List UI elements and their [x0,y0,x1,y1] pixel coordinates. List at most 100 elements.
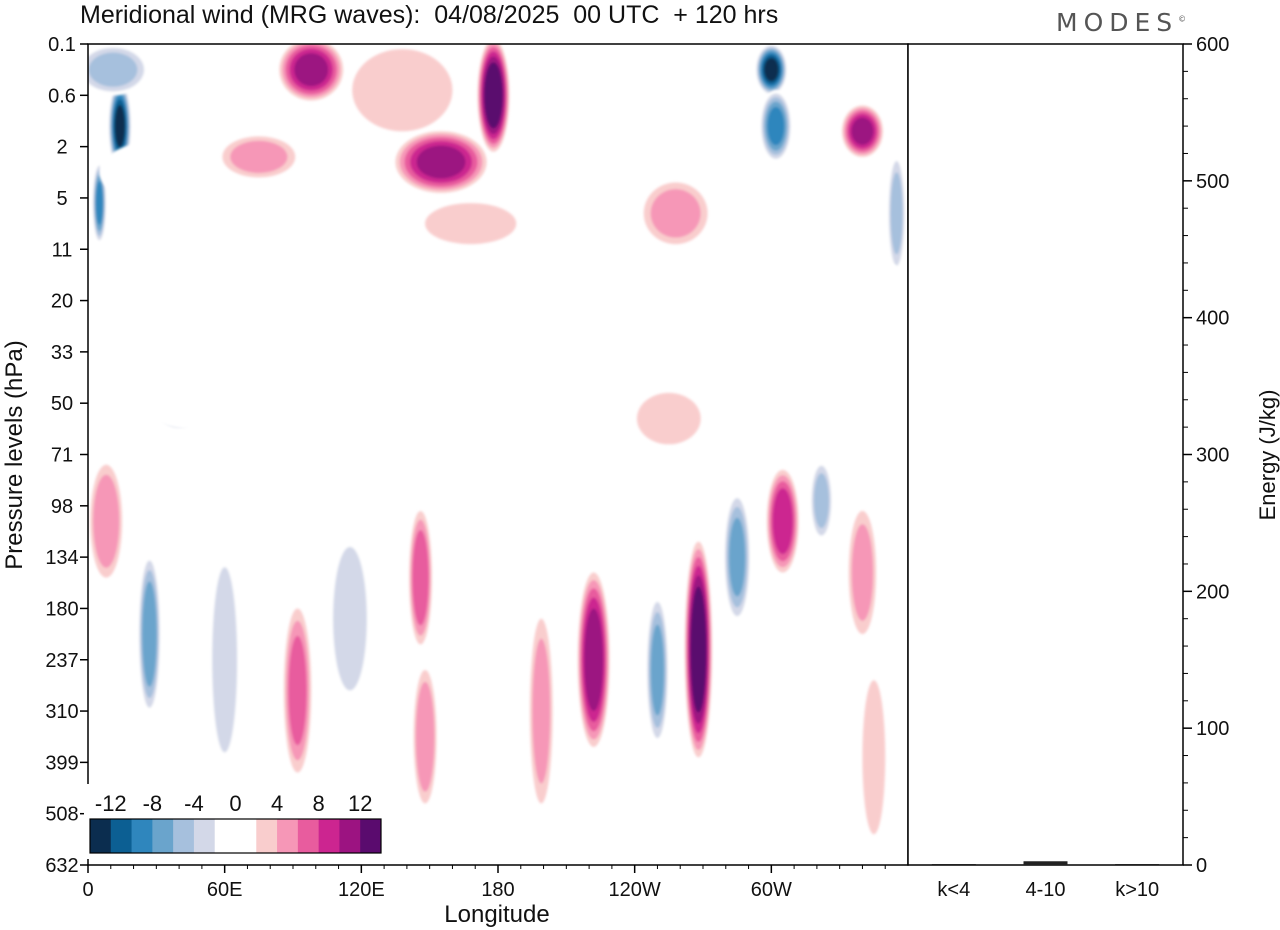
colorbar-cell-13 [360,819,382,853]
wind-feature-28 [413,670,437,804]
wind-feature-25 [283,608,312,773]
contour-neg-2 [607,741,626,865]
x-tick-label: 60E [207,879,243,901]
colorbar-cell-11 [318,819,340,853]
colorbar-label: 8 [313,791,325,816]
y-tick-label: 310 [45,701,78,723]
energy-bar-1 [1023,861,1068,865]
wind-feature-7 [222,136,296,178]
energy-bar-0 [931,864,976,865]
wind-feature-12 [493,264,558,296]
wind-feature-35 [766,469,799,573]
contour-pos-10 [416,145,466,179]
contour-pos-14 [486,69,501,122]
contour-neg-2 [543,74,580,178]
wind-feature-16 [759,90,792,162]
x-tick-label: 0 [82,879,93,901]
contour-neg-4 [212,567,238,753]
y-tick-label: 632 [45,855,78,877]
y-axis-label: Pressure levels (hPa) [1,340,28,569]
colorbar-label: -4 [184,791,204,816]
contour-neg-6 [88,52,138,87]
wind-feature-17 [841,105,883,157]
contour-neg-4 [333,546,367,691]
contour-pos-2 [425,203,517,245]
contour-neg-2 [131,346,250,429]
energy-tick-label: 300 [1196,445,1229,467]
contour-neg-6 [813,473,830,529]
wind-feature-40 [862,680,886,835]
contour-pos-10 [851,117,874,145]
energy-panel: 0 100 200 300 400 500 600 k<4 4-10 k>10 Energy (… [907,34,1280,901]
energy-tick-label: 200 [1196,581,1229,603]
modes-logo: MODES© [1056,8,1187,37]
contour-pos-4 [650,189,701,238]
wind-feature-19 [841,259,906,311]
colorbar-label: -12 [95,791,127,816]
colorbar-cell-2 [131,819,153,853]
y-tick-label: 134 [45,547,78,569]
contour-neg-8 [650,624,665,716]
colorbar-cell-3 [152,819,174,853]
contour-neg-10 [767,106,785,146]
contour-neg-14 [114,104,126,148]
wind-feature-21 [636,392,701,445]
colorbar-frame [89,818,382,854]
energy-tick-label: 500 [1196,171,1229,193]
contour-neg-2 [144,177,305,219]
contour-pos-2 [352,49,453,132]
contour-pos-4 [230,140,288,173]
wind-feature-24 [208,541,241,778]
wind-feature-18 [887,151,906,275]
contour-pos-4 [93,474,120,568]
wind-feature-33 [684,541,713,758]
y-tick-label: 71 [51,445,73,467]
energy-tick-label: 100 [1196,718,1229,740]
y-tick-label: 0.6 [48,85,76,107]
colorbar-cell-12 [339,819,361,853]
colorbar-cell-7 [235,819,257,853]
wind-feature-23 [138,551,161,717]
wind-feature-29 [456,557,485,814]
contour-pos-2 [636,392,701,445]
wind-feature-26 [329,531,371,706]
pressure-axis: 0.1 0.6 2 5 11 20 33 50 71 98 134 180 237 310 399 508 63… [45,34,88,877]
colorbar-label: -8 [143,791,163,816]
contour-neg-14 [764,57,779,82]
contour-neg-10 [95,181,104,225]
wind-feature-6 [279,44,344,101]
x-tick-label: 180 [481,879,514,901]
y-tick-label: 50 [51,393,73,415]
energy-tick-label: 400 [1196,308,1229,330]
energy-category-label: k<4 [937,879,970,901]
contour-pos-4 [532,638,551,784]
energy-bar-2 [1115,864,1160,865]
wind-feature-2 [88,44,150,96]
wind-feature-10 [477,44,510,152]
x-tick-label: 60W [751,879,792,901]
y-tick-label: 11 [52,239,73,261]
wind-feature-8 [352,49,453,132]
colorbar-cell-9 [277,819,299,853]
colorbar-cells [89,818,382,854]
energy-category-label: 4-10 [1025,879,1065,901]
colorbar-cell-1 [110,819,132,853]
wind-feature-37 [848,510,877,635]
wind-feature-34 [723,490,751,624]
energy-category-label: k>10 [1115,879,1159,901]
energy-bars [931,861,1160,865]
energy-tick-label: 0 [1196,855,1207,877]
x-tick-label: 120E [338,879,385,901]
energy-axis-label: Energy (J/kg) [1255,390,1280,521]
contour-pos-14 [692,600,705,699]
colorbar-cell-6 [214,819,236,853]
y-tick-label: 0.1 [48,34,76,56]
energy-categories: k<4 4-10 k>10 [937,879,1159,901]
y-tick-label: 508 [45,804,78,826]
contour-neg-8 [142,581,157,687]
wind-feature-31 [577,572,610,747]
wind-feature-11 [425,203,517,245]
colorbar-labels: -12 -8 -4 0 4 8 12 [95,791,373,816]
contour-pos-4 [415,681,435,792]
